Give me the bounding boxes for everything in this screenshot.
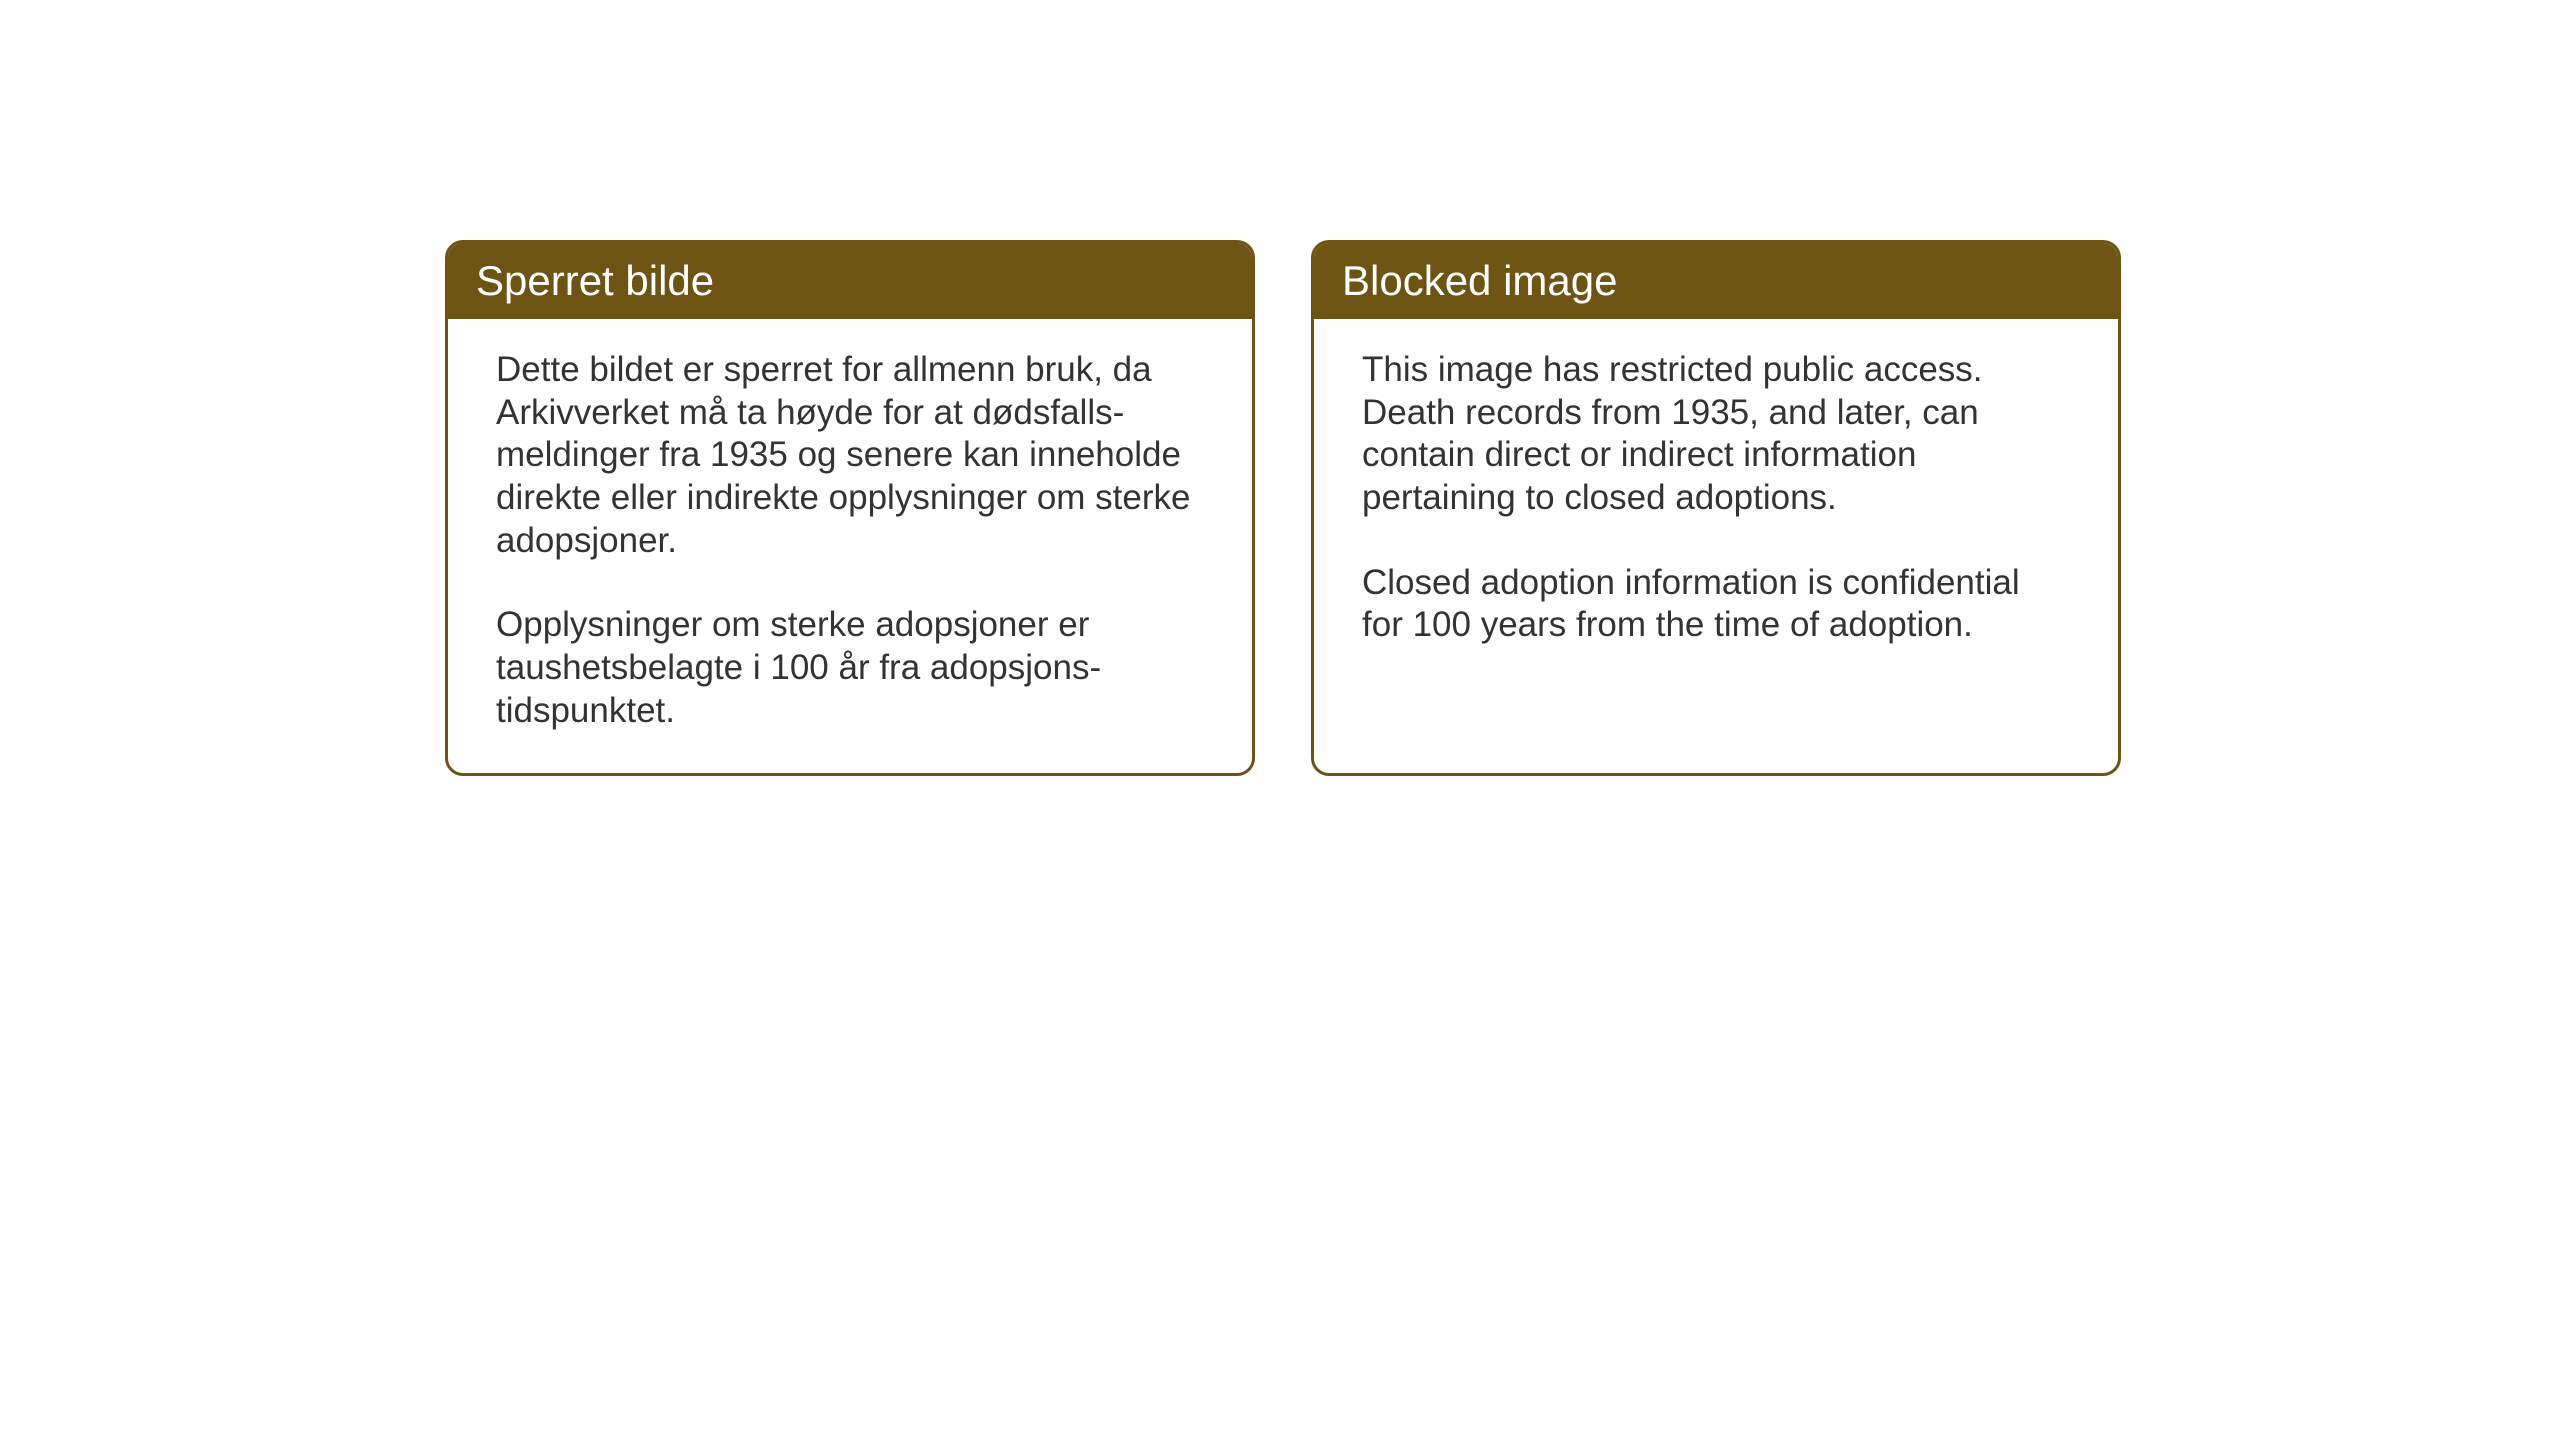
english-paragraph-2: Closed adoption information is confident… bbox=[1362, 562, 2070, 647]
norwegian-card-title: Sperret bilde bbox=[476, 257, 714, 304]
english-card-body: This image has restricted public access.… bbox=[1314, 319, 2118, 759]
english-paragraph-1: This image has restricted public access.… bbox=[1362, 349, 2070, 520]
norwegian-card-body: Dette bildet er sperret for allmenn bruk… bbox=[448, 319, 1252, 773]
notice-container: Sperret bilde Dette bildet er sperret fo… bbox=[445, 240, 2121, 776]
english-card-header: Blocked image bbox=[1314, 243, 2118, 319]
english-card-title: Blocked image bbox=[1342, 257, 1617, 304]
english-notice-card: Blocked image This image has restricted … bbox=[1311, 240, 2121, 776]
norwegian-card-header: Sperret bilde bbox=[448, 243, 1252, 319]
norwegian-paragraph-1: Dette bildet er sperret for allmenn bruk… bbox=[496, 349, 1204, 562]
norwegian-notice-card: Sperret bilde Dette bildet er sperret fo… bbox=[445, 240, 1255, 776]
norwegian-paragraph-2: Opplysninger om sterke adopsjoner er tau… bbox=[496, 604, 1204, 732]
